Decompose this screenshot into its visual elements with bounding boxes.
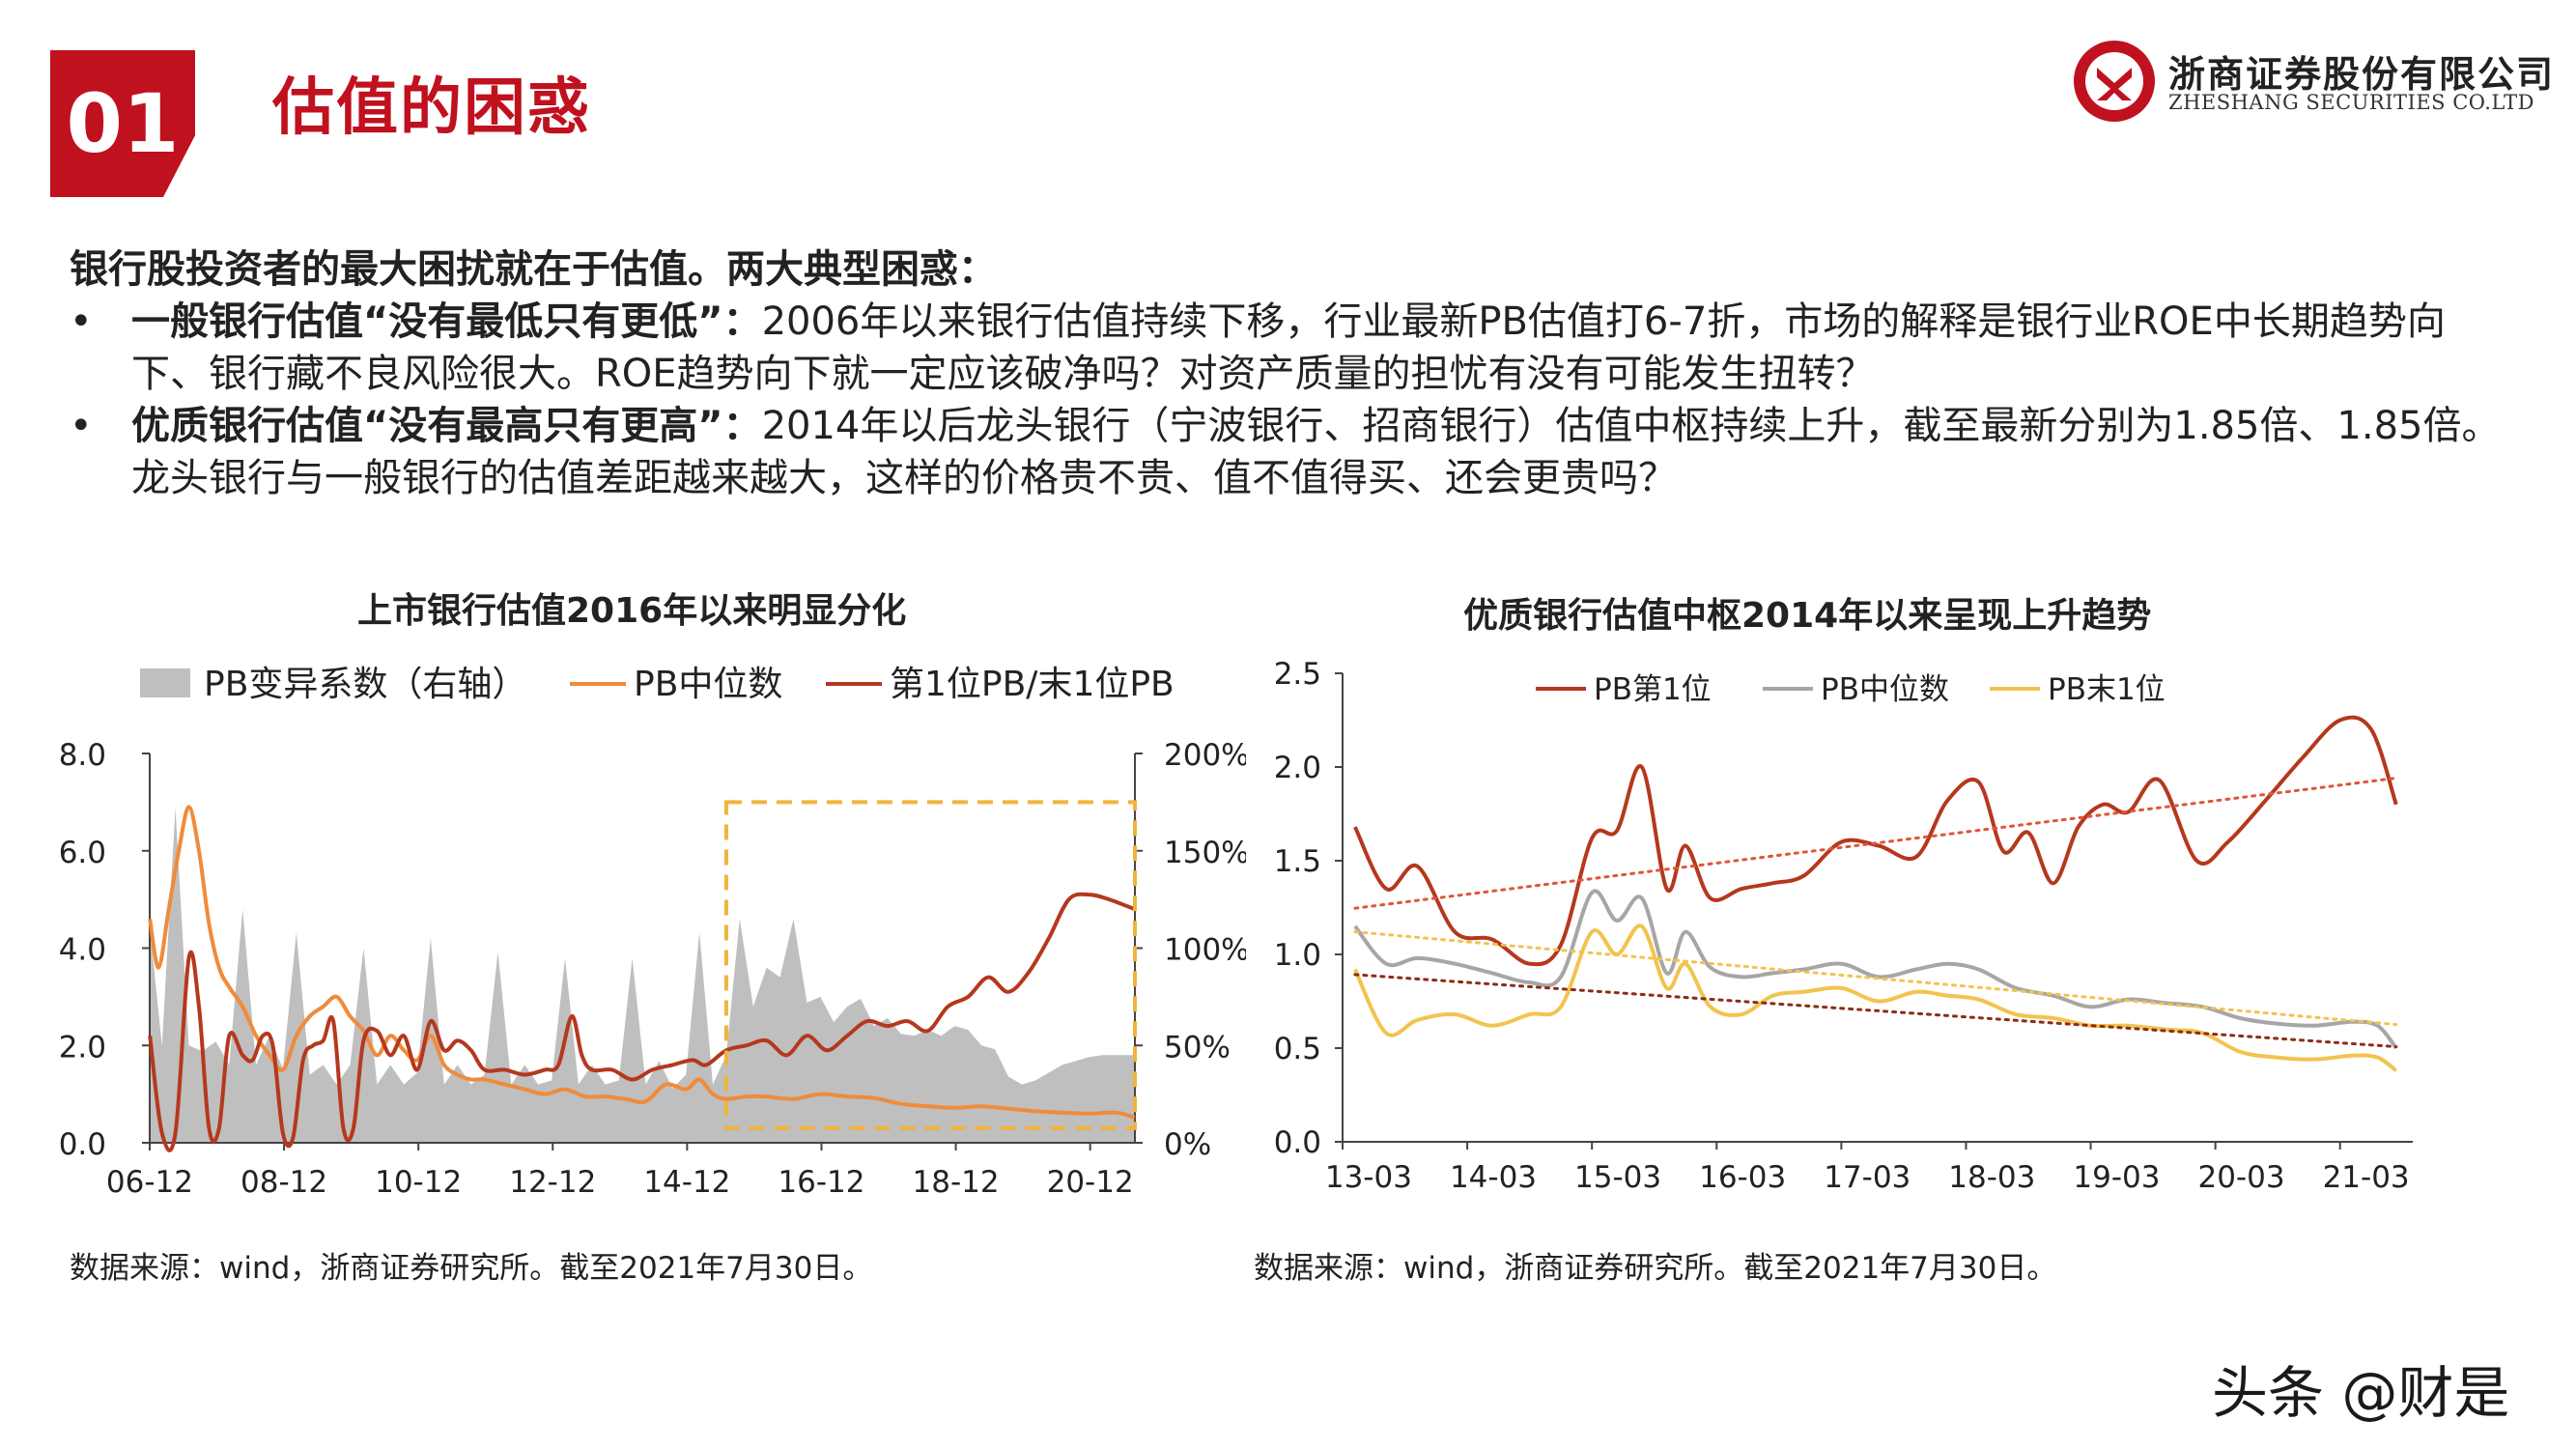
y-tick-label: 6.0	[59, 836, 106, 870]
y-tick-label: 2.0	[59, 1030, 106, 1065]
x-tick-label: 10-12	[375, 1165, 462, 1200]
bullet-heading: 优质银行估值“没有最高只有更高”：	[131, 404, 762, 448]
chart-1: PB变异系数（右轴） PB中位数 第1位PB/末1位PB 0.0 2.0 4.0 6.0 8.…	[59, 665, 1246, 1200]
x-tick-label: 16-12	[778, 1165, 864, 1200]
intro-lead: 银行股投资者的最大困扰就在于估值。两大典型困惑：	[70, 247, 997, 292]
bullet-text: 2006年以来银行估值持续下移，行业最新PB估值打6-7折，市场的解释是银行业R…	[131, 299, 2446, 396]
series-line-pb-last	[1353, 923, 2398, 1072]
company-name-en: ZHESHANG SECURITIES CO.LTD	[2168, 91, 2535, 114]
legend-label: PB第1位	[1594, 672, 1712, 707]
chart-2-title: 优质银行估值中枢2014年以来呈现上升趋势	[1463, 596, 2152, 636]
intro-text: 银行股投资者的最大困扰就在于估值。两大典型困惑： • 一般银行估值“没有最低只有…	[70, 243, 2504, 504]
company-name-cn: 浙商证券股份有限公司	[2168, 53, 2556, 96]
y2-tick-label: 50%	[1164, 1030, 1231, 1065]
y2-tick-label: 150%	[1164, 836, 1246, 870]
x-tick-label: 20-03	[2197, 1160, 2284, 1195]
bullet-marker: •	[70, 404, 93, 448]
y-tick-label: 1.5	[1274, 844, 1321, 879]
x-tick-label: 20-12	[1047, 1165, 1134, 1200]
legend-label: PB中位数	[634, 665, 782, 704]
series-line-pb-median	[148, 805, 1136, 1120]
x-tick-label: 13-03	[1325, 1160, 1412, 1195]
x-tick-label: 17-03	[1824, 1160, 1911, 1195]
x-tick-label: 06-12	[106, 1165, 193, 1200]
x-tick-label: 08-12	[241, 1165, 327, 1200]
page-title: 估值的困惑	[272, 72, 591, 144]
series-line-pb-median	[1353, 889, 2398, 1050]
x-tick-label: 15-03	[1574, 1160, 1661, 1195]
x-tick-label: 18-03	[1948, 1160, 2035, 1195]
bullet-marker: •	[70, 299, 93, 344]
y2-tick-label: 100%	[1164, 933, 1246, 968]
series-area-pb-cv	[150, 808, 1135, 1143]
intro-bullet-1: • 一般银行估值“没有最低只有更低”：2006年以来银行估值持续下移，行业最新P…	[70, 296, 2504, 400]
watermark: 头条 @财是	[2212, 1360, 2510, 1426]
series-line-pb-first-trendline	[1353, 777, 2398, 910]
intro-bullet-2: • 优质银行估值“没有最高只有更高”：2014年以后龙头银行（宁波银行、招商银行…	[70, 400, 2504, 504]
legend-label: PB末1位	[2048, 672, 2166, 707]
y-tick-label: 2.5	[1274, 657, 1321, 692]
highlight-box	[723, 800, 1138, 1130]
x-tick-label: 21-03	[2323, 1160, 2410, 1195]
zheshang-logo-icon	[2074, 41, 2155, 122]
y-tick-label: 8.0	[59, 738, 106, 773]
series-line-pb-ratio	[148, 892, 1136, 1152]
x-tick-label: 18-12	[913, 1165, 1000, 1200]
section-number-badge: 01	[50, 50, 195, 197]
y-tick-label: 0.5	[1274, 1032, 1321, 1066]
x-tick-label: 12-12	[509, 1165, 596, 1200]
y-tick-label: 1.0	[1274, 938, 1321, 973]
y-tick-label: 4.0	[59, 933, 106, 968]
y-tick-label: 2.0	[1274, 751, 1321, 785]
x-tick-label: 14-03	[1450, 1160, 1537, 1195]
legend-label: PB变异系数（右轴）	[204, 665, 526, 704]
chart-1-title: 上市银行估值2016年以来明显分化	[357, 591, 907, 631]
series-line-pb-first	[1353, 715, 2398, 967]
y-tick-label: 0.0	[1274, 1125, 1321, 1160]
x-tick-label: 19-03	[2073, 1160, 2160, 1195]
legend-label: PB中位数	[1821, 672, 1949, 707]
y2-tick-label: 0%	[1164, 1127, 1211, 1162]
y2-tick-label: 200%	[1164, 738, 1246, 773]
bullet-text: 2014年以后龙头银行（宁波银行、招商银行）估值中枢持续上升，截至最新分别为1.…	[131, 404, 2501, 500]
series-line-pb-last-trendline	[1353, 973, 2398, 1049]
legend-swatch-area	[140, 668, 190, 697]
chart-2-source: 数据来源：wind，浙商证券研究所。截至2021年7月30日。	[1254, 1251, 2057, 1286]
legend-label: 第1位PB/末1位PB	[890, 665, 1175, 704]
bullet-heading: 一般银行估值“没有最低只有更低”：	[131, 299, 762, 344]
chart-1-source: 数据来源：wind，浙商证券研究所。截至2021年7月30日。	[70, 1251, 873, 1286]
series-line-pb-median-trendline	[1353, 930, 2398, 1027]
chart-2: PB第1位 PB中位数 PB末1位 0.0 0.5 1.0 1.5 2.0 2.5 13-03 14…	[1274, 657, 2413, 1195]
company-logo: 浙商证券股份有限公司 ZHESHANG SECURITIES CO.LTD	[2072, 39, 2553, 126]
x-tick-label: 16-03	[1699, 1160, 1786, 1195]
y-tick-label: 0.0	[59, 1127, 106, 1162]
x-tick-label: 14-12	[643, 1165, 730, 1200]
